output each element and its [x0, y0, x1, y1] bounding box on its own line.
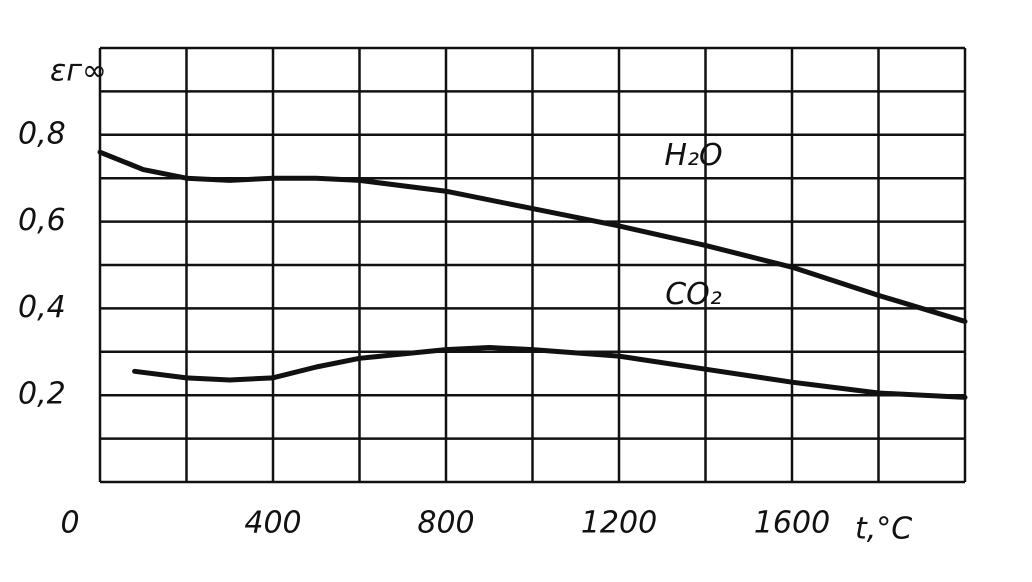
x-tick-label: 1600	[754, 506, 830, 541]
series-line	[132, 344, 968, 400]
x-tick-label: 400	[244, 506, 301, 541]
x-tick-label: 0	[60, 506, 79, 541]
x-axis-label: t,°C	[855, 512, 912, 547]
y-tick-label: 0,4	[18, 290, 66, 325]
series-label: CO₂	[665, 277, 722, 312]
x-tick-label: 800	[417, 506, 474, 541]
series-line	[97, 149, 968, 324]
x-tick-label: 1200	[581, 506, 657, 541]
y-tick-label: 0,2	[18, 377, 66, 412]
y-tick-label: 0,8	[18, 116, 66, 151]
y-tick-label: 0,6	[18, 203, 66, 238]
y-axis-label: εг∞	[50, 54, 107, 89]
series-label: H₂O	[664, 138, 722, 173]
